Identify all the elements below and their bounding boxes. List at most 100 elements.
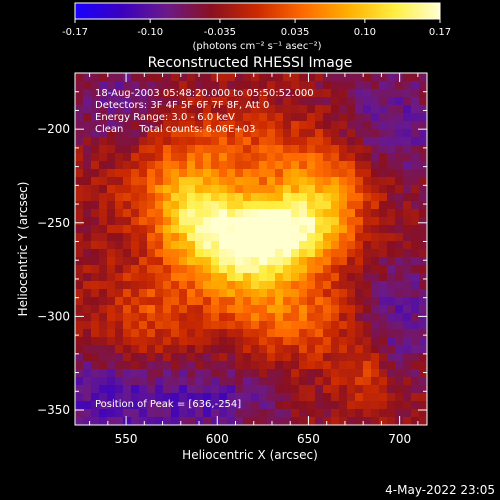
heatmap-cell bbox=[299, 305, 308, 314]
heatmap-cell bbox=[115, 153, 124, 162]
heatmap-cell bbox=[195, 393, 204, 402]
heatmap-cell bbox=[227, 353, 236, 362]
heatmap-cell bbox=[419, 129, 428, 138]
heatmap-cell bbox=[123, 81, 132, 90]
heatmap-cell bbox=[395, 249, 404, 258]
heatmap-cell bbox=[99, 321, 108, 330]
heatmap-cell bbox=[379, 369, 388, 378]
heatmap-cell bbox=[195, 161, 204, 170]
heatmap-cell bbox=[307, 145, 316, 154]
heatmap-cell bbox=[403, 409, 412, 418]
heatmap-cell bbox=[395, 217, 404, 226]
heatmap-cell bbox=[131, 393, 140, 402]
heatmap-cell bbox=[75, 417, 84, 426]
heatmap-cell bbox=[99, 393, 108, 402]
heatmap-cell bbox=[331, 353, 340, 362]
heatmap-cell bbox=[291, 145, 300, 154]
heatmap-cell bbox=[323, 249, 332, 258]
heatmap-cell bbox=[395, 345, 404, 354]
heatmap-cell bbox=[115, 273, 124, 282]
heatmap-cell bbox=[267, 289, 276, 298]
heatmap-cell bbox=[403, 153, 412, 162]
heatmap-cell bbox=[403, 201, 412, 210]
heatmap-cell bbox=[251, 113, 260, 122]
heatmap-cell bbox=[411, 321, 420, 330]
heatmap-cell bbox=[315, 329, 324, 338]
heatmap-cell bbox=[179, 353, 188, 362]
heatmap-cell bbox=[291, 345, 300, 354]
heatmap-cell bbox=[275, 377, 284, 386]
heatmap-cell bbox=[315, 177, 324, 186]
heatmap-cell bbox=[211, 305, 220, 314]
heatmap-cell bbox=[339, 105, 348, 114]
heatmap-cell bbox=[139, 169, 148, 178]
heatmap-cell bbox=[179, 337, 188, 346]
heatmap-cell bbox=[251, 345, 260, 354]
heatmap-cell bbox=[107, 265, 116, 274]
heatmap-cell bbox=[171, 105, 180, 114]
heatmap-cell bbox=[259, 257, 268, 266]
colorbar-unit-label: (photons cm⁻² s⁻¹ asec⁻²) bbox=[192, 41, 321, 52]
heatmap-cell bbox=[339, 249, 348, 258]
heatmap-cell bbox=[171, 233, 180, 242]
heatmap-cell bbox=[147, 281, 156, 290]
heatmap-cell bbox=[219, 273, 228, 282]
heatmap-cell bbox=[275, 121, 284, 130]
heatmap-cell bbox=[315, 201, 324, 210]
heatmap-cell bbox=[259, 393, 268, 402]
heatmap-cell bbox=[211, 121, 220, 130]
heatmap-cell bbox=[307, 401, 316, 410]
chart-title: Reconstructed RHESSI Image bbox=[148, 55, 353, 71]
heatmap-cell bbox=[163, 241, 172, 250]
heatmap-cell bbox=[283, 329, 292, 338]
heatmap-cell bbox=[155, 369, 164, 378]
heatmap-cell bbox=[387, 321, 396, 330]
heatmap-cell bbox=[227, 297, 236, 306]
heatmap-cell bbox=[307, 137, 316, 146]
heatmap-cell bbox=[251, 417, 260, 426]
heatmap-cell bbox=[347, 289, 356, 298]
heatmap-cell bbox=[211, 241, 220, 250]
heatmap-cell bbox=[379, 193, 388, 202]
heatmap-cell bbox=[339, 225, 348, 234]
heatmap-cell bbox=[91, 233, 100, 242]
heatmap-cell bbox=[403, 297, 412, 306]
heatmap-cell bbox=[187, 177, 196, 186]
heatmap-cell bbox=[267, 377, 276, 386]
heatmap-cell bbox=[315, 361, 324, 370]
heatmap-cell bbox=[283, 289, 292, 298]
heatmap-cell bbox=[251, 137, 260, 146]
heatmap-cell bbox=[299, 353, 308, 362]
heatmap-cell bbox=[371, 161, 380, 170]
heatmap-cell bbox=[251, 289, 260, 298]
heatmap-cell bbox=[315, 217, 324, 226]
heatmap-cell bbox=[347, 225, 356, 234]
heatmap-cell bbox=[355, 257, 364, 266]
heatmap-cell bbox=[235, 273, 244, 282]
heatmap-cell bbox=[395, 409, 404, 418]
heatmap-cell bbox=[195, 361, 204, 370]
heatmap-cell bbox=[195, 209, 204, 218]
heatmap-cell bbox=[99, 313, 108, 322]
plot-frame bbox=[74, 72, 428, 426]
heatmap-cell bbox=[243, 297, 252, 306]
heatmap-cell bbox=[195, 217, 204, 226]
heatmap-cell bbox=[371, 417, 380, 426]
heatmap-cell bbox=[75, 305, 84, 314]
heatmap-cell bbox=[339, 113, 348, 122]
heatmap-cell bbox=[243, 137, 252, 146]
heatmap-cell bbox=[371, 129, 380, 138]
heatmap-cell bbox=[91, 89, 100, 98]
heatmap-cell bbox=[411, 113, 420, 122]
heatmap-cell bbox=[147, 417, 156, 426]
heatmap-cell bbox=[163, 305, 172, 314]
heatmap-cell bbox=[299, 129, 308, 138]
heatmap-cell bbox=[195, 273, 204, 282]
heatmap-cell bbox=[139, 361, 148, 370]
heatmap-cell bbox=[131, 401, 140, 410]
heatmap-cell bbox=[131, 369, 140, 378]
heatmap-cell bbox=[315, 409, 324, 418]
heatmap-cell bbox=[171, 161, 180, 170]
heatmap-cell bbox=[179, 105, 188, 114]
heatmap-cell bbox=[227, 185, 236, 194]
